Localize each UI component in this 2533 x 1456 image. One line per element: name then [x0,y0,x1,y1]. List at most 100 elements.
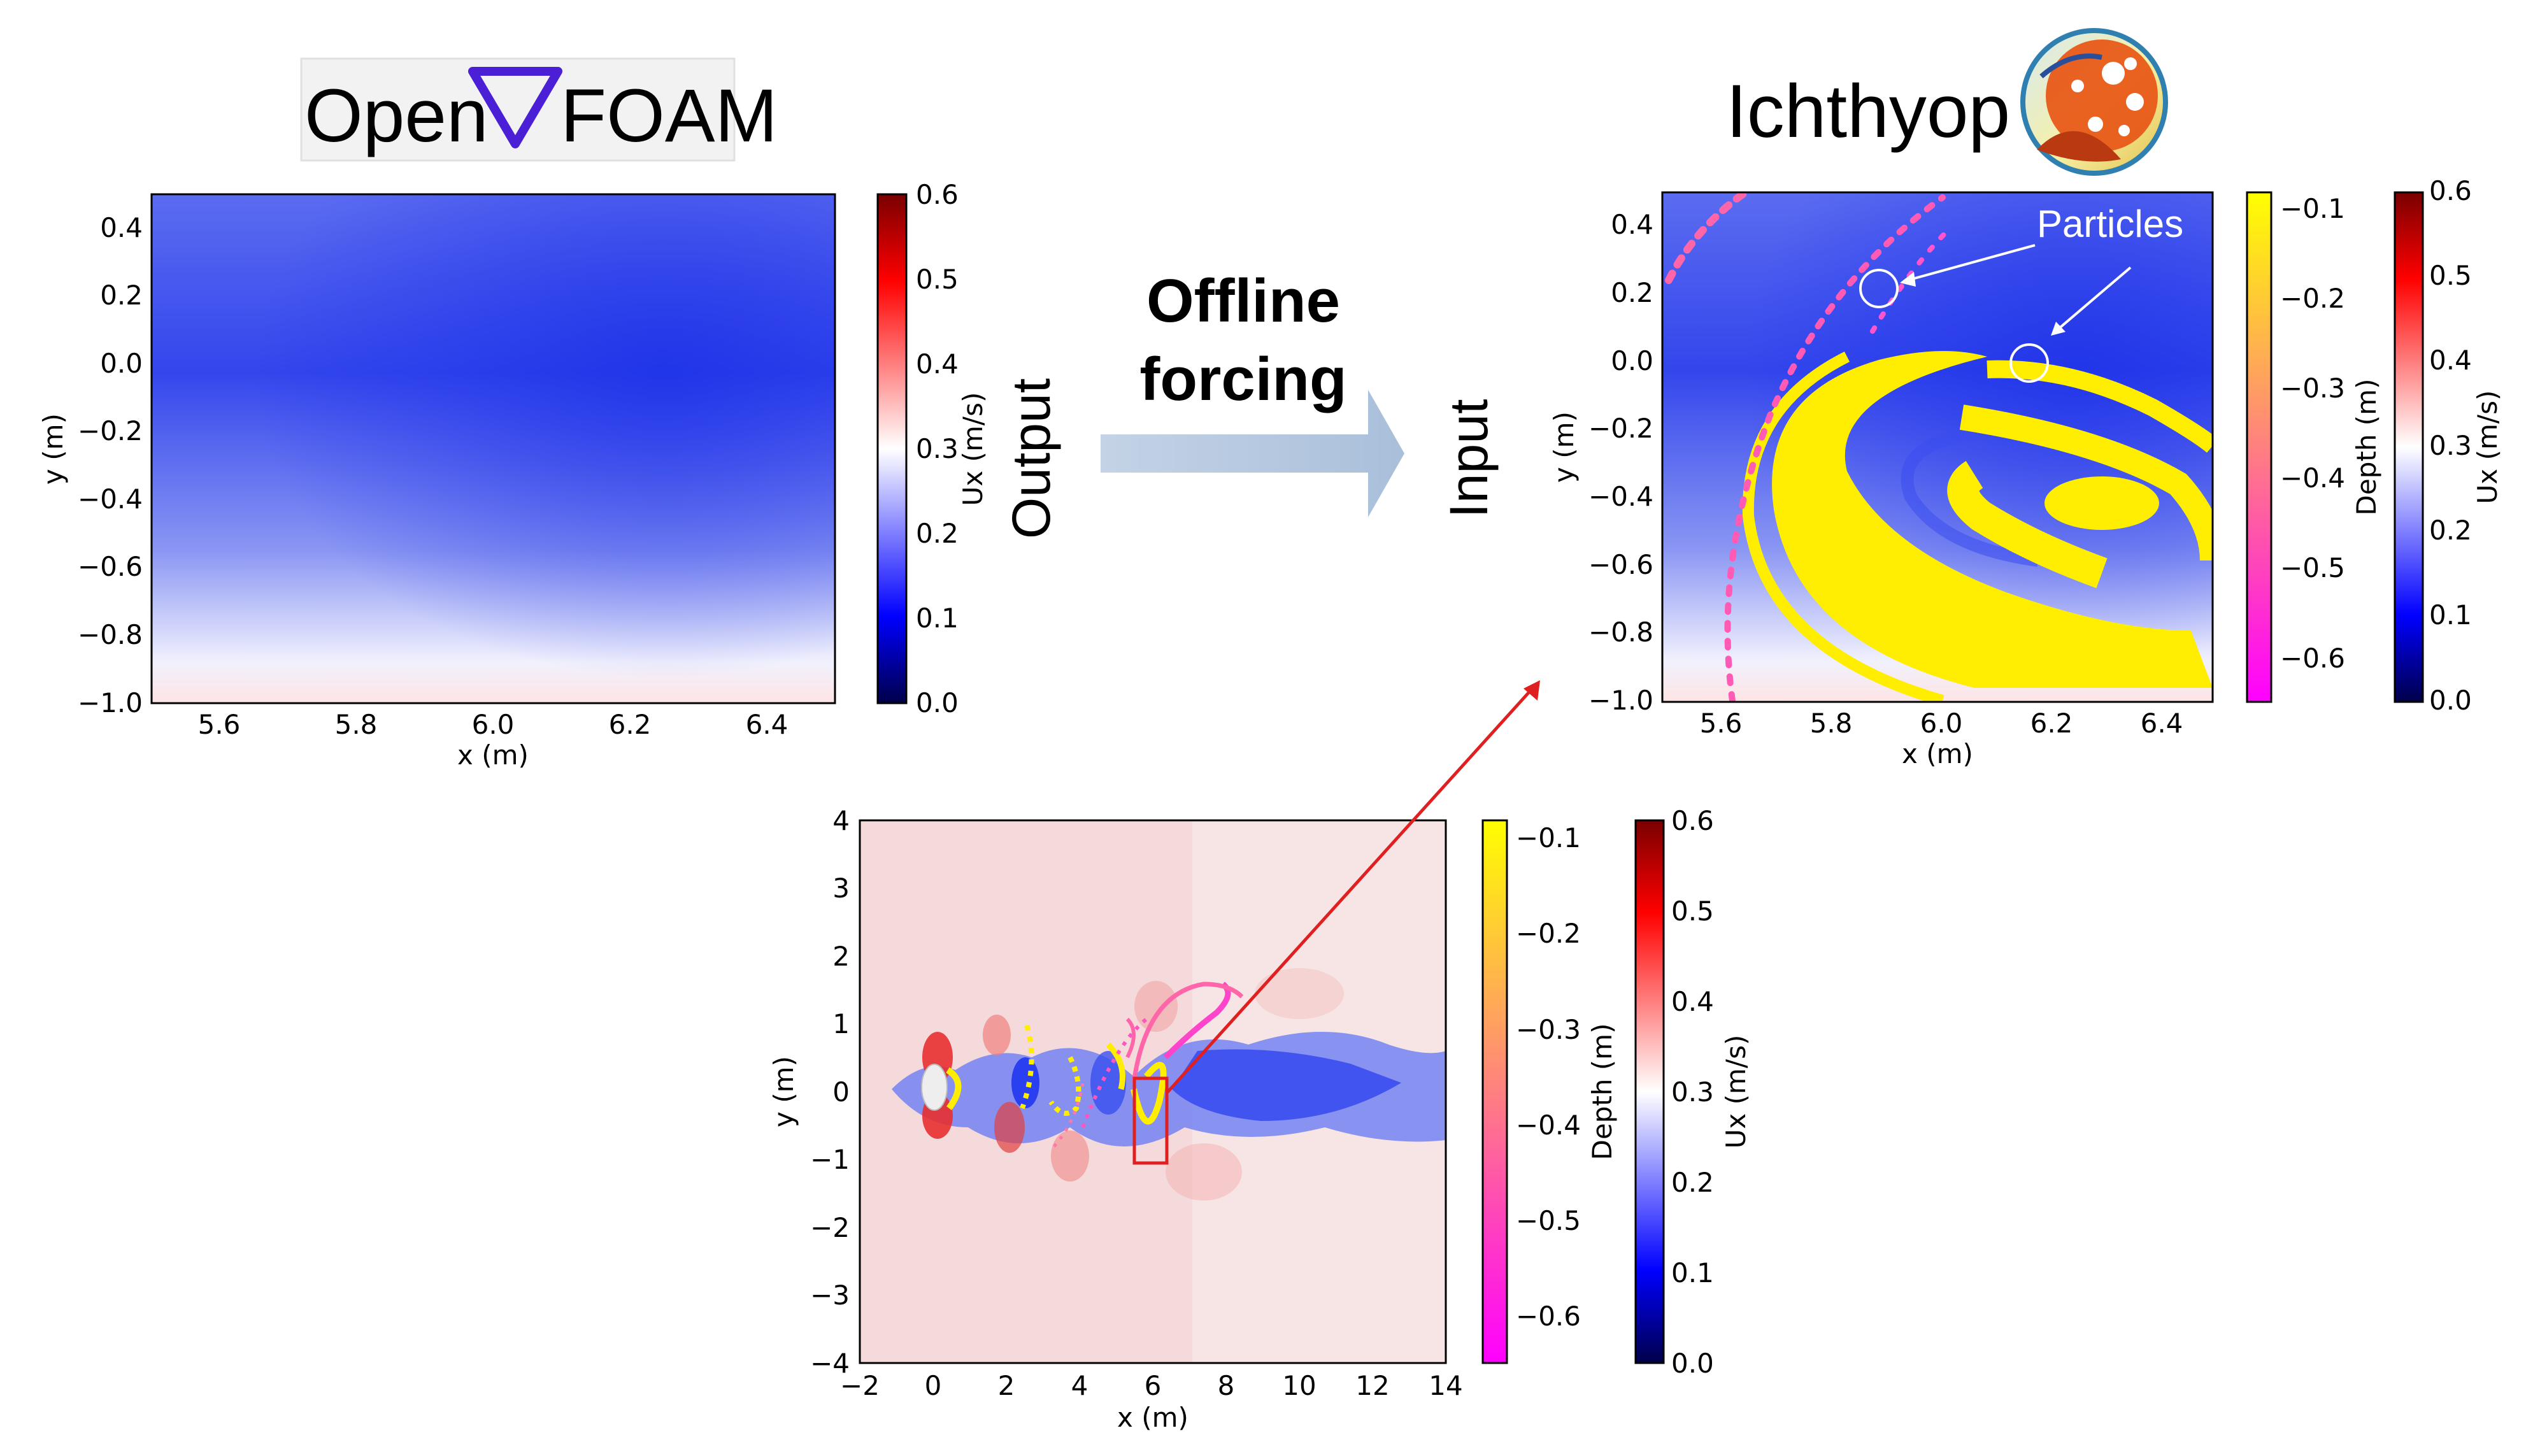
colorbar-tick: 0.5 [2429,260,2472,291]
colorbar-tick: −0.3 [2280,373,2345,404]
x-tick-label: 8 [1218,1370,1235,1401]
colorbar-tick: 0.2 [1671,1167,1714,1198]
offline-forcing-arrow [1101,390,1404,517]
openfoam-logo-left-text: Open [304,74,489,158]
x-tick-label: 14 [1429,1370,1462,1401]
colorbar-tick: 0.3 [916,433,959,464]
y-tick-label: −0.4 [78,483,143,515]
colorbar-tick: 0.6 [1671,805,1714,836]
ichthyop-depth-colorbar: −0.1 −0.2 −0.3 −0.4 −0.5 −0.6 Depth (m) [2246,191,2382,703]
y-tick-label: 3 [832,873,850,904]
particle-pointer [1907,244,2036,282]
x-tick-label: 5.6 [1700,708,1743,739]
output-label: Output [1001,378,1061,539]
colorbar-label: Depth (m) [1587,1024,1618,1160]
ichthyop-title: Ichthyop [1726,69,2010,153]
y-tick-label: 1 [832,1008,850,1039]
particles-annotation: Particles [2037,203,2183,245]
y-tick-label: 0 [832,1076,850,1108]
colorbar-label: Ux (m/s) [1720,1035,1752,1149]
y-tick-label: 0.4 [100,212,143,243]
x-tick-label: 6.2 [609,709,652,740]
y-tick-label: 0.2 [1611,277,1653,308]
colorbar-tick: −0.2 [2280,283,2345,314]
colorbar-tick: −0.2 [1516,918,1581,949]
y-tick-label: −1.0 [78,687,143,718]
colorbar-tick: 0.3 [2429,430,2472,461]
nabla-icon [468,67,562,148]
plot-frame [1661,191,2214,703]
x-tick-label: 4 [1071,1370,1088,1401]
y-tick-label: −0.6 [1588,549,1653,580]
colorbar-tick: 0.4 [2429,345,2472,376]
y-tick-label: 4 [832,805,850,836]
colorbar-tick: 0.0 [916,687,959,718]
x-tick-label: 2 [998,1370,1015,1401]
colorbar-tick: −0.1 [1516,822,1581,853]
colorbar-tick: −0.6 [2280,643,2345,674]
y-tick-label: −1 [810,1144,850,1175]
y-tick-label: 0.0 [1611,345,1653,376]
x-tick-label: 10 [1282,1370,1316,1401]
y-tick-label: −0.2 [78,415,143,446]
overview-ux-colorbar: 0.6 0.5 0.4 0.3 0.2 0.1 0.0 Ux (m/s) [1634,805,1752,1379]
x-tick-label: 6.0 [472,709,515,740]
colorbar-tick: 0.5 [1671,896,1714,927]
y-tick-label: 2 [832,941,850,972]
y-tick-label: −3 [810,1280,850,1311]
y-tick-label: 0.4 [1611,209,1653,240]
y-tick-label: −0.6 [78,551,143,582]
y-tick-label: −4 [810,1348,850,1379]
y-axis-label: y (m) [1548,411,1580,483]
y-tick-label: −1.0 [1588,685,1653,716]
colorbar-label: Depth (m) [2351,379,2382,516]
overview-panel: −2 0 2 4 6 8 10 12 14 x (m) 4 3 2 1 0 −1… [768,680,1540,1433]
colorbar-tick: −0.4 [1516,1110,1581,1141]
x-tick-label: 5.6 [198,709,241,740]
offline-label: Offline [1146,267,1340,335]
y-tick-label: −0.4 [1588,481,1653,512]
colorbar-tick: 0.6 [2429,175,2472,206]
colorbar-tick: 0.4 [1671,986,1714,1017]
y-tick-label: −0.8 [78,619,143,650]
colorbar-tick: 0.5 [916,264,959,295]
y-tick-label: −0.8 [1588,617,1653,648]
plot-frame [150,193,836,704]
x-axis-label: x (m) [1902,738,1973,769]
colorbar-tick: 0.6 [916,179,959,210]
colorbar-tick: 0.2 [2429,515,2472,546]
colorbar-tick: 0.1 [1671,1257,1714,1288]
particle-highlight-circle [2009,343,2049,383]
particle-highlight-circle [1859,269,1899,308]
colorbar-tick: −0.5 [2280,552,2345,583]
colorbar-tick: 0.3 [1671,1076,1714,1108]
y-tick-label: 0.2 [100,280,143,311]
ichthyop-logo [2020,28,2168,176]
colorbar-tick: −0.6 [1516,1301,1581,1332]
colorbar-tick: 0.2 [916,518,959,549]
colorbar-tick: 0.4 [916,348,959,380]
particle-pointer [2056,266,2132,331]
colorbar-label: Ux (m/s) [2472,390,2503,504]
x-tick-label: 0 [925,1370,942,1401]
x-tick-label: 12 [1355,1370,1389,1401]
openfoam-ux-colorbar: 0.6 0.5 0.4 0.3 0.2 0.1 0.0 Ux (m/s) [876,179,988,718]
openfoam-logo: Open FOAM [300,57,778,162]
colorbar-tick: −0.4 [2280,462,2345,494]
colorbar-tick: 0.0 [2429,685,2472,716]
y-tick-label: −2 [810,1212,850,1243]
y-tick-label: −0.2 [1588,413,1653,444]
colorbar-tick: −0.1 [2280,193,2345,224]
fish-icon [2037,131,2121,162]
x-tick-label: 6.4 [2141,708,2183,739]
cylinder-obstacle [921,1064,948,1111]
ichthyop-panel: Particles 5.6 5.8 6.0 6.2 6.4 x (m) 0.4 … [1548,191,2214,769]
x-tick-label: 5.8 [1810,708,1853,739]
openfoam-logo-right-text: FOAM [560,74,778,158]
x-axis-label: x (m) [1117,1402,1188,1433]
ichthyop-ux-colorbar: 0.6 0.5 0.4 0.3 0.2 0.1 0.0 Ux (m/s) [2394,175,2503,716]
x-axis-label: x (m) [457,739,529,771]
colorbar-tick: 0.0 [1671,1348,1714,1379]
colorbar-tick: 0.1 [2429,599,2472,631]
